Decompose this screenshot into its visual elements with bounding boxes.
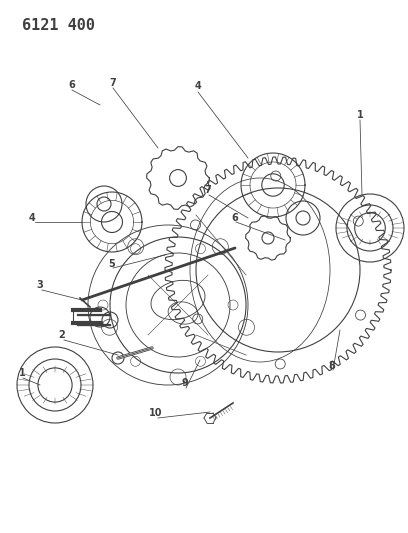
Text: 4: 4 xyxy=(29,213,35,223)
Text: 6: 6 xyxy=(69,80,75,90)
Text: 8: 8 xyxy=(328,361,335,371)
Text: 9: 9 xyxy=(182,378,188,388)
Text: 5: 5 xyxy=(109,259,115,269)
Text: 4: 4 xyxy=(195,81,202,91)
Text: 2: 2 xyxy=(59,330,65,340)
Text: 6: 6 xyxy=(232,213,238,223)
Text: 3: 3 xyxy=(37,280,43,290)
Text: 6121 400: 6121 400 xyxy=(22,18,95,33)
Text: 1: 1 xyxy=(357,110,364,120)
Text: 1: 1 xyxy=(19,368,25,378)
Text: 7: 7 xyxy=(205,185,211,195)
Text: 7: 7 xyxy=(110,78,116,88)
Text: 10: 10 xyxy=(149,408,163,418)
